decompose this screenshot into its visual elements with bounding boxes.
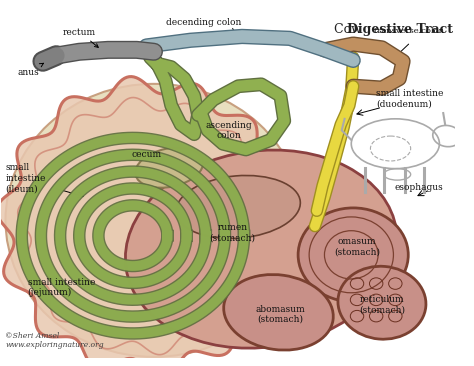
Text: rumen
(stomach): rumen (stomach) [210, 223, 255, 243]
Text: small intestine
(duodenum): small intestine (duodenum) [376, 89, 444, 109]
Ellipse shape [6, 84, 302, 357]
Text: small intestine
(jejunum): small intestine (jejunum) [27, 278, 95, 297]
Text: esophagus: esophagus [394, 183, 443, 192]
Ellipse shape [338, 266, 426, 339]
Text: ©Sheri Amsel
www.exploringnature.org: ©Sheri Amsel www.exploringnature.org [6, 332, 104, 349]
Text: ascending
colon: ascending colon [205, 121, 252, 140]
Text: Digestive Tract: Digestive Tract [347, 23, 454, 36]
Text: rectum: rectum [63, 27, 98, 48]
Polygon shape [0, 76, 296, 366]
Text: cecum: cecum [131, 150, 161, 159]
Ellipse shape [126, 150, 397, 348]
Text: small
intestine
(ileum): small intestine (ileum) [6, 163, 46, 193]
Ellipse shape [224, 274, 333, 350]
Text: anus: anus [18, 63, 44, 77]
Text: omasum
(stomach): omasum (stomach) [334, 238, 380, 257]
Text: transverse colon: transverse colon [374, 26, 444, 34]
Text: reticulum
(stomach): reticulum (stomach) [359, 295, 405, 314]
Ellipse shape [176, 175, 301, 238]
Ellipse shape [135, 147, 203, 188]
Text: abomasum
(stomach): abomasum (stomach) [255, 305, 305, 324]
Text: Cow: Cow [334, 23, 366, 36]
Text: decending colon: decending colon [166, 18, 241, 27]
Ellipse shape [298, 208, 408, 302]
